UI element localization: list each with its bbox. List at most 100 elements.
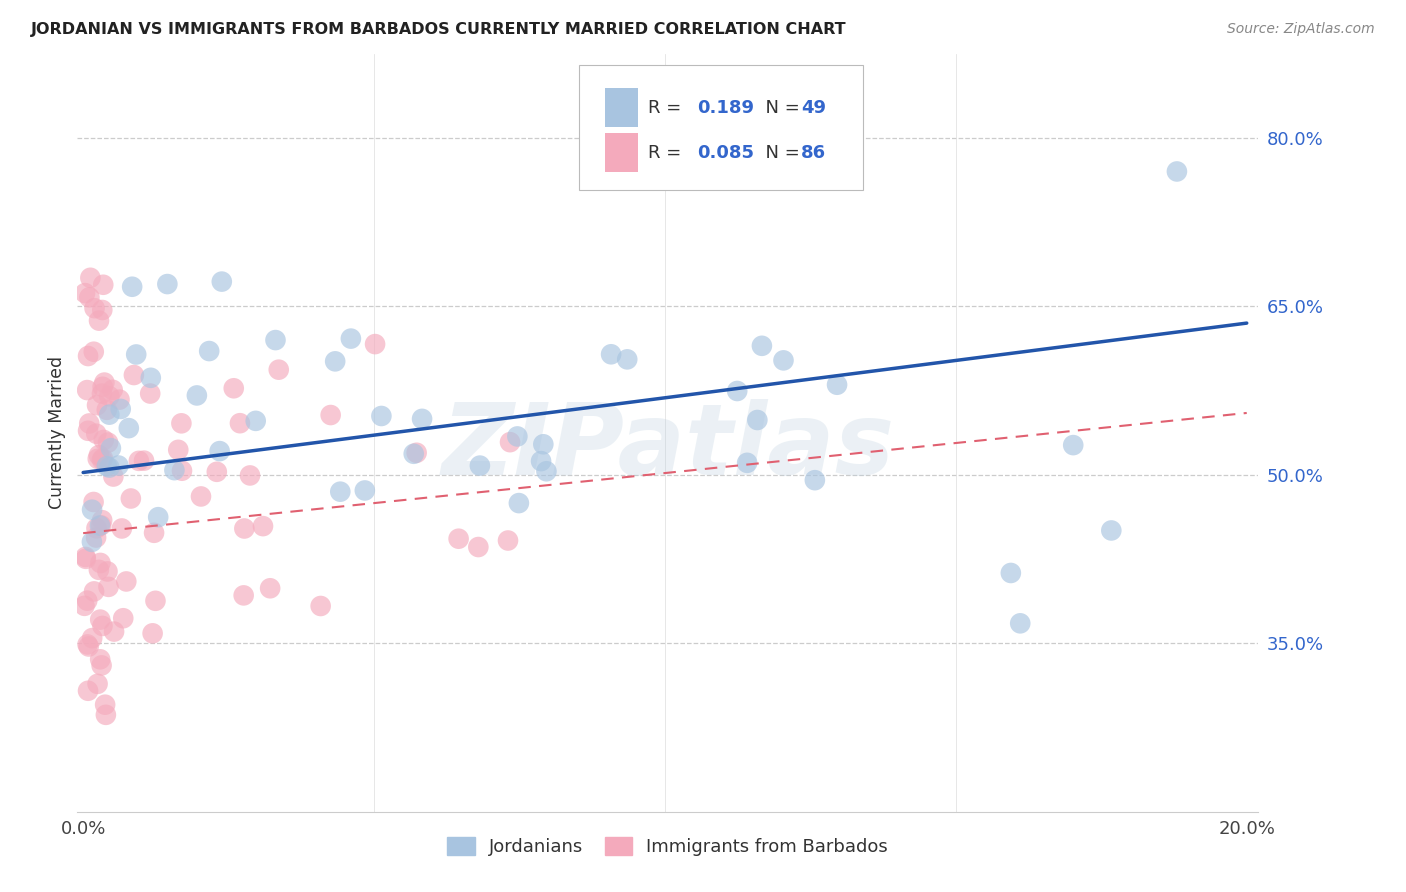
Point [115, 574, 138, 589]
Point [91, 513, 114, 527]
Point [96, 565, 118, 579]
Point [98, 389, 121, 403]
Point [98, 460, 121, 475]
Text: N =: N = [754, 99, 806, 117]
Point [447, 532, 470, 546]
Point [118, 421, 141, 435]
Point [616, 352, 638, 367]
Point [239, 468, 262, 483]
Point [79, 270, 101, 285]
Point [530, 454, 553, 468]
Point [93, 376, 115, 390]
Point [90, 452, 112, 467]
Point [468, 458, 491, 473]
Point [73, 599, 96, 613]
Point [772, 353, 794, 368]
Point [83, 495, 105, 509]
Point [329, 484, 352, 499]
Point [725, 384, 748, 398]
Point [75, 551, 97, 566]
Point [120, 491, 142, 506]
Point [76, 383, 98, 397]
Point [97, 580, 120, 594]
Point [112, 611, 135, 625]
Point [508, 496, 530, 510]
Point [132, 453, 155, 467]
Point [145, 594, 167, 608]
Point [402, 447, 425, 461]
Point [252, 519, 274, 533]
Point [122, 368, 145, 382]
Point [96, 402, 118, 417]
Point [1166, 164, 1188, 178]
Point [163, 463, 186, 477]
Point [107, 458, 129, 473]
Text: JORDANIAN VS IMMIGRANTS FROM BARBADOS CURRENTLY MARRIED CORRELATION CHART: JORDANIAN VS IMMIGRANTS FROM BARBADOS CU… [31, 22, 846, 37]
Point [77, 349, 100, 363]
Point [90, 386, 112, 401]
Point [83, 344, 105, 359]
Point [208, 444, 231, 458]
Point [86, 521, 108, 535]
Point [87, 451, 110, 466]
Point [245, 414, 267, 428]
Point [309, 599, 332, 613]
Point [205, 465, 228, 479]
Point [98, 408, 121, 422]
Text: 49: 49 [801, 99, 827, 117]
Point [101, 383, 124, 397]
Point [323, 354, 346, 368]
Point [103, 469, 125, 483]
Point [370, 409, 392, 423]
Point [79, 290, 101, 304]
Point [84, 531, 107, 545]
Point [91, 619, 114, 633]
Text: Source: ZipAtlas.com: Source: ZipAtlas.com [1227, 22, 1375, 37]
Point [804, 473, 827, 487]
Text: R =: R = [648, 144, 686, 161]
Point [76, 637, 98, 651]
Point [232, 588, 254, 602]
Point [89, 518, 111, 533]
Point [94, 707, 117, 722]
Point [139, 386, 162, 401]
Point [97, 435, 120, 450]
FancyBboxPatch shape [605, 88, 638, 128]
Point [125, 347, 148, 361]
Point [91, 380, 114, 394]
Point [751, 339, 773, 353]
Point [89, 556, 111, 570]
Point [411, 412, 433, 426]
Point [128, 454, 150, 468]
Point [111, 521, 134, 535]
Text: 0.189: 0.189 [697, 99, 755, 117]
Point [170, 464, 193, 478]
Point [110, 401, 132, 416]
Point [87, 448, 110, 462]
Point [747, 413, 769, 427]
Point [83, 301, 105, 316]
Point [87, 563, 110, 577]
Point [467, 540, 489, 554]
Point [83, 584, 105, 599]
Text: R =: R = [648, 99, 686, 117]
Point [233, 521, 256, 535]
Point [103, 624, 125, 639]
Point [91, 303, 114, 318]
Text: ZIPatlas: ZIPatlas [441, 400, 894, 496]
Point [90, 518, 112, 533]
Legend: Jordanians, Immigrants from Barbados: Jordanians, Immigrants from Barbados [440, 830, 896, 863]
Point [86, 398, 108, 412]
Text: 86: 86 [801, 144, 827, 161]
Point [91, 277, 114, 292]
Point [77, 640, 100, 654]
Point [148, 510, 170, 524]
Point [735, 456, 758, 470]
Point [506, 429, 529, 443]
Point [211, 275, 233, 289]
Point [143, 525, 166, 540]
Point [1000, 566, 1022, 580]
Point [139, 371, 162, 385]
Point [80, 502, 103, 516]
Point [84, 426, 107, 441]
